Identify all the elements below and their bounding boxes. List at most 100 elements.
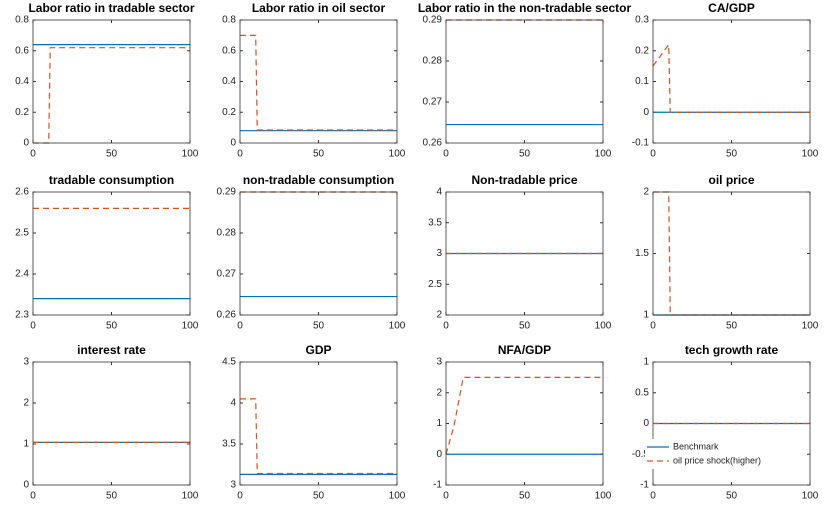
y-tick-label: -0.5 [632, 449, 650, 460]
x-tick-label: 50 [519, 149, 531, 160]
y-tick-label: 0 [23, 138, 29, 149]
x-tick-label: 0 [650, 321, 656, 332]
subplot-title: tradable consumption [49, 173, 174, 187]
y-tick-label: 0.28 [217, 228, 237, 239]
legend-label: oil price shock(higher) [673, 455, 761, 465]
subplot-title: Labor ratio in oil sector [252, 1, 386, 15]
y-tick-label: 2.5 [428, 279, 442, 290]
plot-frame [652, 191, 811, 316]
y-tick-label: 0.1 [635, 76, 649, 87]
plot-frame [239, 361, 398, 486]
y-tick-label: 0.26 [423, 138, 443, 149]
x-tick-label: 0 [650, 149, 656, 160]
y-tick-label: 0.2 [635, 45, 649, 56]
x-tick-label: 50 [106, 149, 118, 160]
subplot-title: tech growth rate [685, 343, 779, 357]
x-tick-label: 50 [313, 149, 325, 160]
x-tick-label: 50 [519, 321, 531, 332]
y-tick-label: 0.5 [635, 387, 649, 398]
x-tick-label: 0 [237, 321, 243, 332]
y-tick-label: 0.2 [222, 107, 236, 118]
x-tick-label: 100 [802, 149, 819, 160]
y-tick-label: 3 [230, 480, 236, 491]
y-tick-label: 2.4 [15, 269, 29, 280]
y-tick-label: 2 [436, 387, 442, 398]
y-tick-label: 3.5 [222, 439, 236, 450]
subplot-title: interest rate [77, 343, 146, 357]
x-tick-label: 50 [313, 321, 325, 332]
y-tick-label: 0.2 [15, 107, 29, 118]
x-tick-label: 50 [313, 491, 325, 502]
plot-frame [239, 191, 398, 316]
x-tick-label: 0 [237, 149, 243, 160]
y-tick-label: 1 [643, 357, 649, 368]
y-tick-label: 0 [643, 107, 649, 118]
x-tick-label: 100 [595, 491, 612, 502]
plot-frame [445, 361, 604, 486]
y-tick-label: 1 [643, 310, 649, 321]
subplot-title: GDP [305, 343, 331, 357]
series-line [653, 191, 810, 316]
x-tick-label: 100 [182, 149, 199, 160]
plot-frame [445, 19, 604, 144]
y-tick-label: 2.6 [15, 187, 29, 198]
series-line [652, 42, 810, 113]
y-tick-label: 0.4 [222, 76, 236, 87]
plot-frame [32, 191, 191, 316]
y-tick-label: 4 [436, 187, 442, 198]
y-tick-label: 0.6 [222, 45, 236, 56]
y-tick-label: 0 [436, 449, 442, 460]
y-tick-label: 2.5 [15, 228, 29, 239]
series-line [445, 376, 603, 455]
x-tick-label: 50 [519, 491, 531, 502]
y-tick-label: 0.3 [635, 15, 649, 26]
y-tick-label: -0.1 [632, 138, 650, 149]
y-tick-label: 0.4 [15, 76, 29, 87]
y-tick-label: 1 [23, 439, 29, 450]
x-tick-label: 0 [30, 321, 36, 332]
y-tick-label: 2 [23, 398, 29, 409]
y-tick-label: 2.3 [15, 310, 29, 321]
x-tick-label: 0 [237, 491, 243, 502]
subplot-title: NFA/GDP [498, 343, 551, 357]
x-tick-label: 100 [389, 321, 406, 332]
x-tick-label: 100 [802, 321, 819, 332]
plot-frame [652, 19, 811, 144]
y-tick-label: 0.27 [423, 97, 443, 108]
plot-frame [445, 191, 604, 316]
y-tick-label: 0.27 [217, 269, 237, 280]
subplot-title: CA/GDP [708, 1, 755, 15]
x-tick-label: 0 [650, 491, 656, 502]
x-tick-label: 100 [389, 149, 406, 160]
y-tick-label: 0.8 [222, 15, 236, 26]
x-tick-label: 50 [106, 491, 118, 502]
y-tick-label: -1 [433, 480, 442, 491]
series-line [240, 34, 397, 131]
y-tick-label: 0 [23, 480, 29, 491]
x-tick-label: 50 [106, 321, 118, 332]
y-tick-label: 0.8 [15, 15, 29, 26]
x-tick-label: 50 [726, 321, 738, 332]
y-tick-label: 0.29 [217, 187, 237, 198]
x-tick-label: 100 [802, 491, 819, 502]
y-tick-label: 2 [643, 187, 649, 198]
y-tick-label: 0.29 [423, 15, 443, 26]
series-line [240, 398, 397, 475]
y-tick-label: 1.5 [635, 248, 649, 259]
y-tick-label: 4.5 [222, 357, 236, 368]
subplot-title: Non-tradable price [471, 173, 577, 187]
y-tick-label: 2 [436, 310, 442, 321]
x-tick-label: 50 [726, 491, 738, 502]
plot-frame [652, 361, 811, 486]
plot-frame [32, 19, 191, 144]
x-tick-label: 100 [182, 491, 199, 502]
y-tick-label: 0 [230, 138, 236, 149]
x-tick-label: 0 [443, 149, 449, 160]
y-tick-label: 3 [436, 357, 442, 368]
x-tick-label: 100 [595, 321, 612, 332]
subplot-title: Labor ratio in the non-tradable sector [418, 1, 632, 15]
x-tick-label: 0 [30, 491, 36, 502]
legend-label: Benchmark [673, 441, 719, 451]
y-tick-label: 0.6 [15, 45, 29, 56]
subplot-title: non-tradable consumption [243, 173, 394, 187]
